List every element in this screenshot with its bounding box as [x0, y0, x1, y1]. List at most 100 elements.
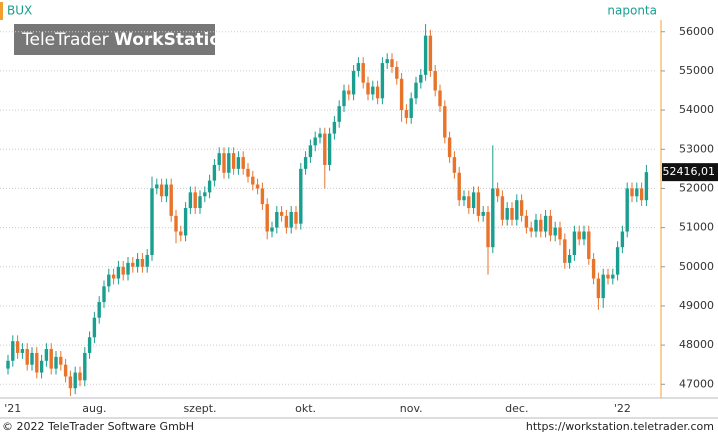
candle-body	[582, 231, 586, 240]
candle-body	[428, 35, 433, 71]
candle-body	[567, 255, 572, 263]
candle-body	[519, 200, 524, 216]
candle-body	[179, 231, 183, 236]
candle-body	[548, 215, 553, 236]
candle-body	[414, 82, 418, 99]
logo-box	[14, 24, 215, 55]
candle-body	[596, 278, 601, 299]
candle-body	[419, 74, 423, 83]
last-price-box	[662, 163, 718, 182]
candle-body	[563, 239, 567, 263]
y-tick-label: 50000	[679, 260, 714, 273]
candle-body	[126, 262, 130, 275]
candle-body	[87, 337, 92, 353]
candle-body	[399, 78, 404, 111]
candle-body	[145, 255, 149, 267]
y-tick-label: 53000	[679, 142, 714, 155]
candle-body	[433, 70, 437, 91]
x-tick-label: '21	[4, 402, 21, 415]
candle-body	[529, 227, 533, 232]
url: https://workstation.teletrader.com	[526, 420, 714, 433]
logo: TeleTrader WorkStation	[21, 30, 233, 50]
candle-body	[63, 364, 68, 377]
logo-part: WorkStation	[114, 30, 233, 50]
x-tick-label: szept.	[183, 402, 216, 415]
candle-body	[265, 204, 269, 232]
candle-body	[121, 266, 125, 275]
candle-body	[135, 258, 140, 267]
y-tick-label: 55000	[679, 64, 714, 77]
candle-body	[303, 157, 308, 169]
candle-body	[97, 302, 101, 318]
candle-body	[611, 274, 615, 279]
candle-body	[476, 192, 481, 216]
candle-body	[299, 168, 303, 224]
candle-body	[356, 63, 361, 71]
candle-body	[644, 172, 649, 201]
candle-body	[174, 215, 178, 232]
candle-body	[255, 184, 260, 189]
candle-body	[25, 349, 29, 365]
last-price-label: 52416,01	[663, 165, 716, 178]
candle-body	[462, 196, 466, 201]
candle-body	[447, 137, 452, 158]
candle-body	[630, 188, 634, 197]
candle-body	[279, 211, 284, 216]
candle-body	[347, 90, 351, 95]
candle-body	[111, 274, 116, 279]
candle-body	[49, 349, 53, 369]
candle-body	[524, 215, 529, 228]
candle-body	[481, 211, 485, 216]
candle-body	[54, 356, 58, 369]
candle-body	[625, 188, 629, 232]
candle-body	[639, 188, 644, 201]
candle-body	[491, 188, 495, 248]
candle-body	[131, 262, 135, 267]
candle-body	[495, 188, 500, 197]
candle-body	[275, 211, 279, 228]
candle-body	[116, 266, 121, 279]
candle-body	[73, 372, 77, 389]
candle-body	[164, 184, 169, 197]
candle-body	[92, 317, 97, 338]
candle-body	[500, 196, 505, 220]
candle-body	[35, 352, 39, 373]
candle-body	[457, 172, 461, 201]
candle-body	[486, 211, 490, 248]
candle-body	[423, 35, 428, 75]
series-marker	[0, 2, 3, 20]
candle-body	[308, 145, 313, 158]
candle-body	[337, 106, 341, 122]
candle-body	[452, 157, 457, 173]
candle-body	[606, 274, 610, 279]
candle-body	[591, 258, 596, 279]
candle-body	[289, 211, 293, 228]
x-tick-label: okt.	[295, 402, 316, 415]
candle-body	[409, 98, 413, 118]
y-tick-label: 51000	[679, 221, 714, 234]
x-tick-label: '22	[614, 402, 631, 415]
candle-body	[515, 200, 519, 220]
candle-body	[342, 90, 346, 107]
candle-body	[246, 168, 250, 177]
candle-body	[15, 341, 20, 353]
candle-body	[505, 208, 509, 220]
candle-body	[332, 121, 337, 134]
candle-body	[601, 274, 605, 299]
y-tick-label: 49000	[679, 299, 714, 312]
candle-body	[467, 196, 471, 209]
candle-body	[327, 133, 332, 165]
candle-body	[140, 258, 145, 267]
candle-body	[169, 184, 173, 216]
candle-body	[615, 247, 620, 275]
candle-body	[78, 372, 82, 381]
candle-body	[438, 90, 442, 107]
candle-body	[198, 196, 202, 209]
copyright: © 2022 TeleTrader Software GmbH	[2, 420, 194, 433]
candle-body	[251, 176, 255, 185]
candle-body	[222, 153, 226, 173]
candle-body	[6, 360, 10, 369]
candle-body	[313, 137, 317, 146]
x-tick-label: aug.	[82, 402, 106, 415]
candle-body	[351, 70, 356, 95]
